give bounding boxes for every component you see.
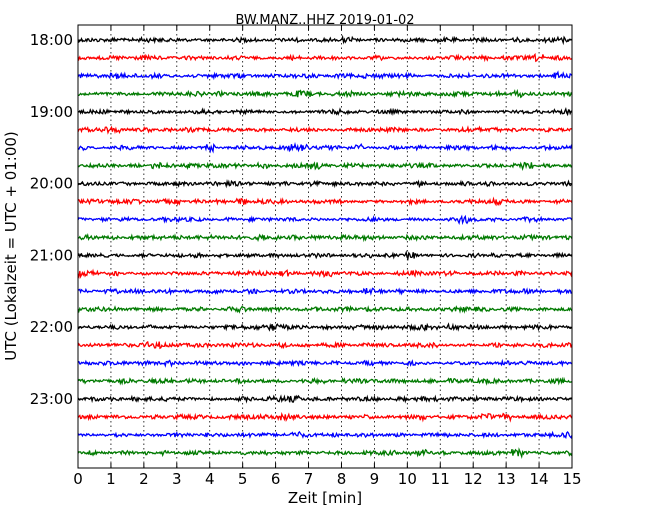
trace-1845 (77, 88, 573, 99)
trace-1900 (77, 106, 573, 117)
x-tick-label: 2 (139, 470, 149, 488)
x-tick-label: 6 (271, 470, 281, 488)
plot-frame (77, 24, 573, 469)
seismogram-traces (77, 34, 573, 460)
trace-2045 (77, 233, 573, 243)
trace-2245 (77, 376, 573, 386)
trace-2015 (77, 196, 573, 207)
x-tick-label: 13 (497, 470, 516, 488)
trace-2215 (77, 340, 573, 350)
trace-2115 (77, 268, 573, 280)
chart-title: BW.MANZ..HHZ 2019-01-02 (235, 13, 414, 28)
trace-1830 (77, 70, 573, 81)
trace-2315 (77, 411, 573, 423)
y-tick-label: 20:00 (30, 175, 73, 193)
trace-2200 (77, 322, 573, 332)
trace-1930 (77, 142, 573, 154)
x-tick-label: 14 (530, 470, 549, 488)
x-tick-label: 4 (205, 470, 215, 488)
trace-2030 (77, 214, 573, 226)
x-tick-label: 3 (172, 470, 182, 488)
x-tick-label: 15 (562, 470, 581, 488)
trace-1815 (77, 52, 573, 63)
x-axis-ticks: 0 1 2 3 4 5 6 7 8 9 10 11 12 13 14 15 (73, 25, 582, 488)
y-tick-label: 21:00 (30, 246, 73, 264)
x-axis-label: Zeit [min] (288, 489, 362, 507)
y-tick-label: 19:00 (30, 103, 73, 121)
x-tick-label: 9 (370, 470, 380, 488)
x-tick-label: 7 (304, 470, 314, 488)
trace-2000 (77, 179, 573, 189)
y-tick-label: 22:00 (30, 318, 73, 336)
x-tick-label: 8 (337, 470, 347, 488)
trace-1945 (77, 161, 573, 171)
x-tick-label: 10 (398, 470, 417, 488)
x-tick-label: 5 (238, 470, 248, 488)
x-tick-label: 0 (73, 470, 83, 488)
x-tick-label: 1 (106, 470, 116, 488)
trace-2230 (77, 358, 573, 368)
trace-2130 (77, 287, 573, 296)
x-tick-label: 11 (431, 470, 450, 488)
trace-2330 (77, 430, 573, 440)
trace-1915 (77, 125, 573, 135)
trace-2300 (77, 394, 573, 404)
y-tick-label: 18:00 (30, 31, 73, 49)
y-axis-ticks: 18:00 19:00 20:00 21:00 22:00 23:00 (30, 31, 572, 408)
x-tick-label: 12 (464, 470, 483, 488)
x-gridlines (110, 25, 540, 468)
trace-1800 (77, 34, 573, 46)
y-axis-label: UTC (Lokalzeit = UTC + 01:00) (2, 131, 20, 361)
trace-2345 (77, 447, 573, 460)
trace-2145 (77, 304, 573, 314)
trace-2100 (77, 250, 573, 261)
y-tick-label: 23:00 (30, 390, 73, 408)
